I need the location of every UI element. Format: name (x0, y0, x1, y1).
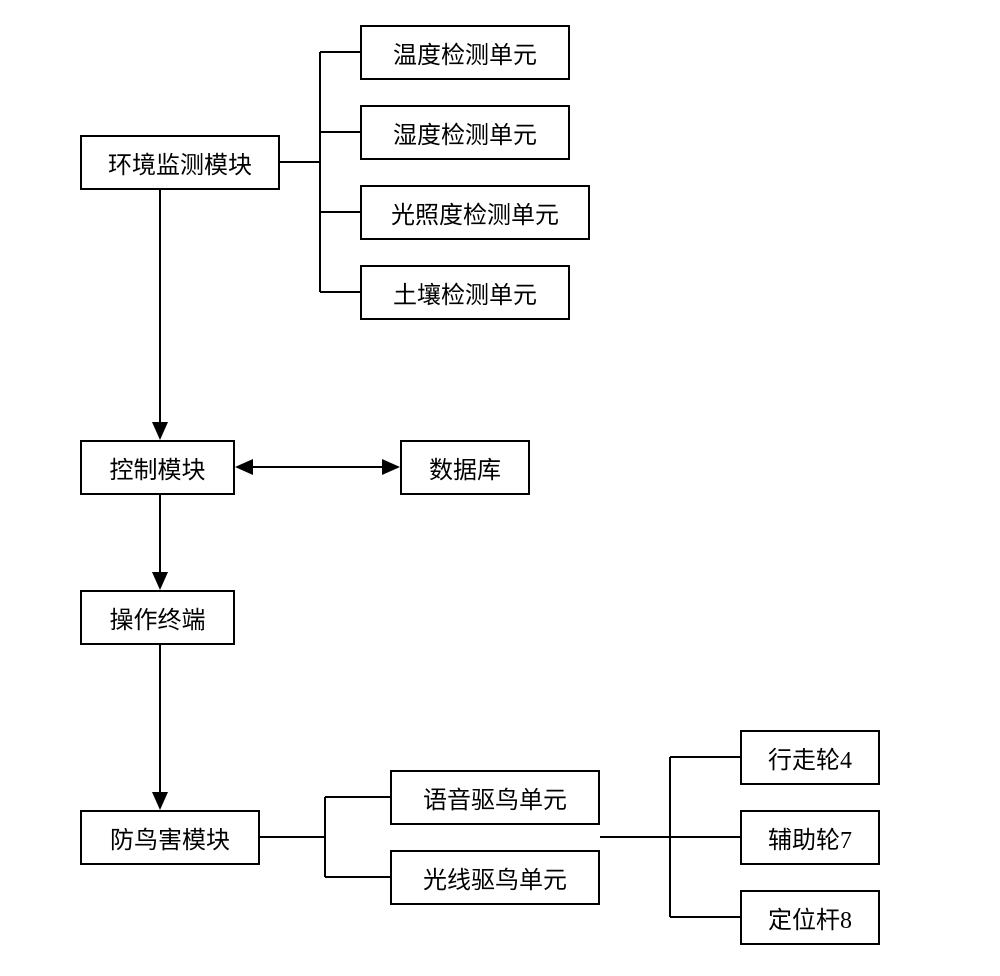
node-walk-wheel: 行走轮4 (740, 730, 880, 785)
node-control-module: 控制模块 (80, 440, 235, 495)
node-label: 语音驱鸟单元 (423, 780, 567, 815)
node-database: 数据库 (400, 440, 530, 495)
node-label: 数据库 (429, 450, 501, 485)
node-light-unit: 光照度检测单元 (360, 185, 590, 240)
node-label: 操作终端 (110, 600, 206, 635)
node-pos-rod: 定位杆8 (740, 890, 880, 945)
node-label: 定位杆8 (768, 900, 852, 935)
node-light-repel-unit: 光线驱鸟单元 (390, 850, 600, 905)
node-soil-unit: 土壤检测单元 (360, 265, 570, 320)
arrow-head-icon (382, 459, 400, 475)
arrow-head-icon (235, 459, 253, 475)
node-voice-unit: 语音驱鸟单元 (390, 770, 600, 825)
node-env-monitor: 环境监测模块 (80, 135, 280, 190)
node-label: 土壤检测单元 (393, 275, 537, 310)
node-aux-wheel: 辅助轮7 (740, 810, 880, 865)
node-terminal: 操作终端 (80, 590, 235, 645)
node-label: 防鸟害模块 (110, 820, 230, 855)
node-label: 湿度检测单元 (393, 115, 537, 150)
node-label: 控制模块 (110, 450, 206, 485)
node-bird-module: 防鸟害模块 (80, 810, 260, 865)
node-label: 温度检测单元 (393, 35, 537, 70)
node-temp-unit: 温度检测单元 (360, 25, 570, 80)
node-label: 环境监测模块 (108, 145, 252, 180)
arrow-head-icon (152, 572, 168, 590)
node-label: 光线驱鸟单元 (423, 860, 567, 895)
node-humidity-unit: 湿度检测单元 (360, 105, 570, 160)
node-label: 光照度检测单元 (391, 195, 559, 230)
node-label: 行走轮4 (768, 740, 852, 775)
arrow-head-icon (152, 422, 168, 440)
arrow-head-icon (152, 792, 168, 810)
node-label: 辅助轮7 (768, 820, 852, 855)
